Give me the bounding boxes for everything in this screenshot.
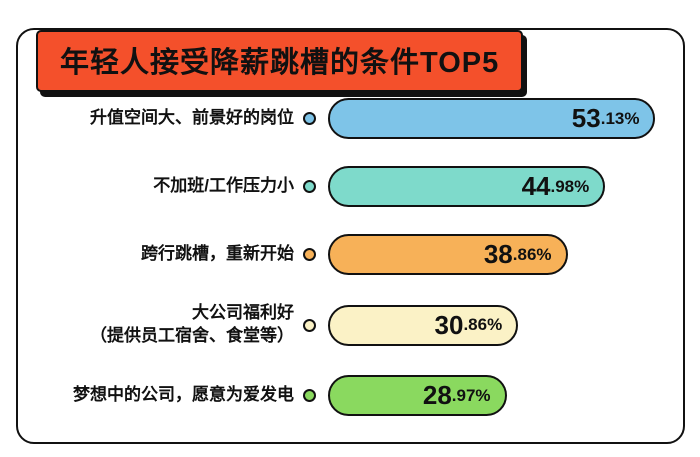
bar-value-frac: .13%	[600, 108, 640, 128]
bar: 28.97%	[328, 375, 507, 416]
bar: 30.86%	[328, 304, 519, 346]
bar-label: 不加班/工作压力小	[153, 176, 294, 196]
bar: 44.98%	[328, 166, 606, 208]
bar-row: 升值空间大、前景好的岗位 53.13%	[26, 98, 667, 139]
bar-label: 梦想中的公司，愿意为爱发电	[73, 385, 294, 405]
bar-marker-icon	[303, 318, 316, 332]
bar-track: 28.97%	[328, 375, 667, 416]
bar-value-frac: .98%	[550, 176, 590, 196]
bar: 38.86%	[328, 234, 568, 276]
bar-row: 梦想中的公司，愿意为爱发电 28.97%	[26, 375, 667, 416]
bar-value-int: 28	[422, 380, 452, 410]
bar: 53.13%	[328, 98, 656, 139]
bar-marker-icon	[303, 248, 316, 262]
bar-marker-icon	[303, 180, 316, 194]
bar-value-int: 44	[521, 171, 551, 202]
chart-title-banner: 年轻人接受降薪跳槽的条件TOP5	[36, 30, 524, 92]
bar-label: 跨行跳槽，重新开始	[141, 244, 294, 264]
bar-value-frac: .86%	[512, 244, 552, 264]
bar-value-int: 53	[571, 103, 601, 133]
bar-track: 30.86%	[328, 304, 667, 346]
bar-track: 38.86%	[328, 234, 667, 276]
bar-track: 53.13%	[328, 98, 667, 139]
bar-row: 跨行跳槽，重新开始 38.86%	[26, 234, 667, 276]
chart-title: 年轻人接受降薪跳槽的条件TOP5	[60, 47, 500, 79]
bar-label: 大公司福利好 （提供员工宿舍、食堂等）	[90, 303, 294, 346]
bar-value-int: 38	[483, 239, 513, 270]
bar-track: 44.98%	[328, 166, 667, 208]
bar-value-frac: .97%	[451, 385, 491, 405]
bar-chart: 升值空间大、前景好的岗位 53.13% 不加班/工作压力小 44.98%	[26, 98, 667, 416]
bar-row: 不加班/工作压力小 44.98%	[26, 166, 667, 208]
bar-label: 升值空间大、前景好的岗位	[90, 108, 294, 128]
bar-value-int: 30	[434, 309, 464, 340]
bar-marker-icon	[303, 112, 316, 125]
bar-value-frac: .86%	[463, 315, 503, 335]
bar-row: 大公司福利好 （提供员工宿舍、食堂等） 30.86%	[26, 302, 667, 348]
chart-border-frame: 升值空间大、前景好的岗位 53.13% 不加班/工作压力小 44.98%	[16, 28, 685, 444]
bar-marker-icon	[303, 389, 316, 402]
